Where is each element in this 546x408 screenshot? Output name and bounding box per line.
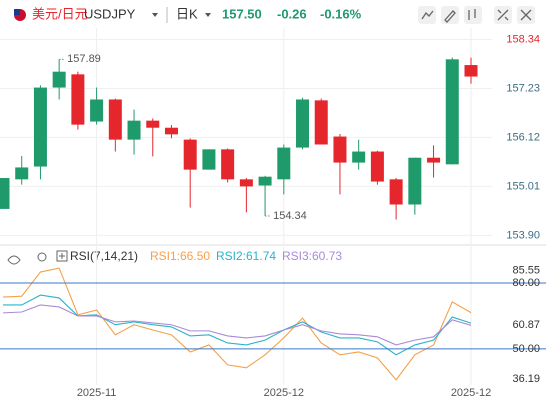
- add-icon[interactable]: [56, 250, 68, 262]
- candle-body: [277, 147, 291, 180]
- y-tick-label: 85.55: [512, 265, 540, 277]
- rsi-line: [2, 267, 472, 381]
- candle-body: [90, 99, 104, 122]
- expand-icon: [497, 9, 509, 21]
- y-tick-label: 155.01: [506, 180, 540, 192]
- y-tick-label: 36.19: [512, 373, 540, 385]
- candle-body: [352, 151, 366, 163]
- candle-body: [389, 179, 403, 205]
- rsi-title: RSI(7,14,21): [70, 249, 138, 263]
- annotation: 157.89: [67, 53, 101, 65]
- change: -0.26: [277, 6, 307, 21]
- candle-body: [333, 136, 347, 163]
- period[interactable]: 日K: [176, 6, 198, 21]
- indicator-icon: [421, 10, 434, 20]
- candle-body: [33, 87, 47, 167]
- candle-body: [15, 167, 29, 180]
- candle-body: [183, 139, 197, 170]
- change-pct: -0.16%: [320, 6, 362, 21]
- legend-entry: RSI3:60.73: [282, 249, 342, 263]
- dropdown-arrow[interactable]: [152, 13, 158, 17]
- legend-entry: RSI2:61.74: [216, 249, 276, 263]
- candle-body: [445, 59, 459, 165]
- candle-body: [296, 99, 310, 148]
- draw-icon: [444, 10, 456, 23]
- y-tick-label: 60.87: [512, 319, 540, 331]
- eye-icon[interactable]: [7, 255, 21, 265]
- candle-body: [408, 157, 422, 205]
- candle-body: [427, 157, 441, 163]
- y-tick-label: 50.00: [512, 343, 540, 355]
- x-tick-label: 2025-12: [451, 387, 491, 399]
- candle-body: [239, 179, 253, 187]
- candle-body: [314, 100, 328, 145]
- price: 157.50: [222, 6, 262, 21]
- type-icon: [468, 9, 476, 20]
- y-tick-label: 158.34: [506, 33, 540, 45]
- add-icon-plus: [59, 253, 65, 259]
- settings-icon[interactable]: [37, 252, 47, 262]
- symbol[interactable]: USDJPY: [84, 6, 136, 21]
- y-tick-label: 156.12: [506, 131, 540, 143]
- candle-body: [108, 99, 122, 140]
- candle-body: [202, 149, 216, 170]
- y-tick-label: 157.23: [506, 82, 540, 94]
- candle-body: [0, 178, 10, 209]
- annotation: 154.34: [273, 210, 307, 222]
- indicator-button[interactable]: [418, 6, 436, 24]
- x-tick-label: 2025-11: [77, 387, 117, 399]
- pair-name: 美元/日元: [32, 6, 88, 21]
- rsi-line: [2, 304, 472, 346]
- candle-body: [370, 151, 384, 182]
- candle-body: [464, 65, 478, 77]
- close-icon: [520, 9, 532, 21]
- candle-body: [71, 74, 85, 125]
- plot-area: [0, 28, 492, 385]
- candle-body: [258, 176, 272, 186]
- flag-canton: [14, 9, 20, 15]
- dropdown-arrow[interactable]: [205, 13, 211, 17]
- type-button[interactable]: [464, 6, 482, 24]
- candle-body: [146, 120, 160, 128]
- x-tick-label: 2025-12: [264, 387, 304, 399]
- candle-body: [164, 127, 178, 135]
- legend-entry: RSI1:66.50: [150, 249, 210, 263]
- candle-body: [127, 120, 141, 140]
- y-tick-label: 80.00: [512, 277, 540, 289]
- y-tick-label: 153.90: [506, 229, 540, 241]
- candle-body: [52, 71, 66, 88]
- candle-body: [221, 149, 235, 180]
